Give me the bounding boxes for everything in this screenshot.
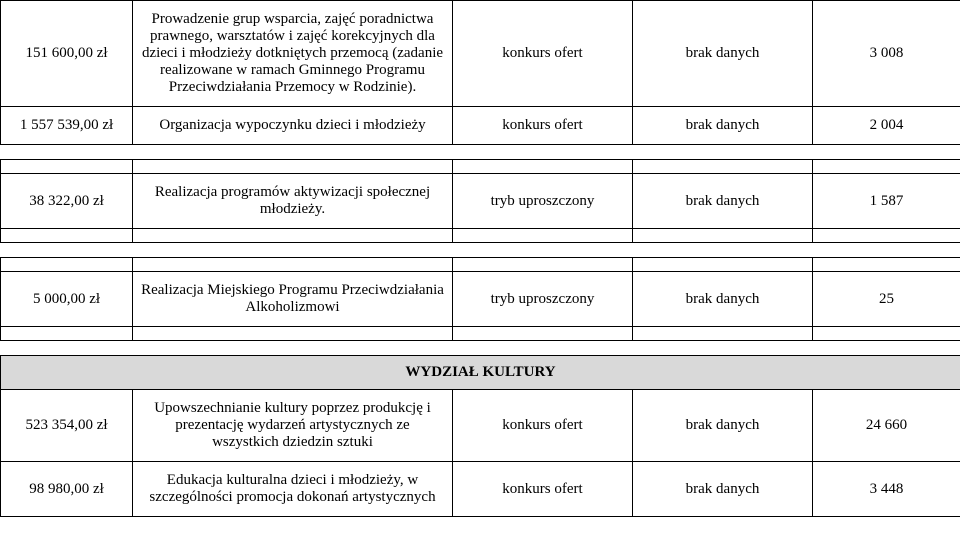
table-row: 38 322,00 zł Realizacja programów aktywi… bbox=[1, 174, 960, 229]
count-cell: 3 008 bbox=[813, 1, 960, 107]
count-cell: 1 587 bbox=[813, 174, 960, 229]
amount-cell: 5 000,00 zł bbox=[1, 272, 133, 327]
mode-cell: konkurs ofert bbox=[453, 1, 633, 107]
desc-cell: Upowszechnianie kultury poprzez produkcj… bbox=[133, 390, 453, 462]
section-header-row: WYDZIAŁ KULTURY bbox=[1, 356, 960, 390]
amount-cell: 523 354,00 zł bbox=[1, 390, 133, 462]
budget-table-block-3: 5 000,00 zł Realizacja Miejskiego Progra… bbox=[0, 257, 960, 341]
table-row: 5 000,00 zł Realizacja Miejskiego Progra… bbox=[1, 272, 960, 327]
count-cell: 25 bbox=[813, 272, 960, 327]
amount-cell: 38 322,00 zł bbox=[1, 174, 133, 229]
count-cell: 2 004 bbox=[813, 107, 960, 145]
amount-cell: 1 557 539,00 zł bbox=[1, 107, 133, 145]
budget-table-block-2: 38 322,00 zł Realizacja programów aktywi… bbox=[0, 159, 960, 243]
mode-cell: konkurs ofert bbox=[453, 107, 633, 145]
budget-table-block-1: 151 600,00 zł Prowadzenie grup wsparcia,… bbox=[0, 0, 960, 145]
status-cell: brak danych bbox=[633, 272, 813, 327]
status-cell: brak danych bbox=[633, 390, 813, 462]
status-cell: brak danych bbox=[633, 174, 813, 229]
desc-cell: Prowadzenie grup wsparcia, zajęć poradni… bbox=[133, 1, 453, 107]
status-cell: brak danych bbox=[633, 1, 813, 107]
table-row: 523 354,00 zł Upowszechnianie kultury po… bbox=[1, 390, 960, 462]
table-row: 98 980,00 zł Edukacja kulturalna dzieci … bbox=[1, 462, 960, 517]
budget-table-section-kultury: WYDZIAŁ KULTURY 523 354,00 zł Upowszechn… bbox=[0, 355, 960, 517]
desc-cell: Edukacja kulturalna dzieci i młodzieży, … bbox=[133, 462, 453, 517]
desc-cell: Realizacja programów aktywizacji społecz… bbox=[133, 174, 453, 229]
mode-cell: konkurs ofert bbox=[453, 390, 633, 462]
desc-cell: Organizacja wypoczynku dzieci i młodzież… bbox=[133, 107, 453, 145]
status-cell: brak danych bbox=[633, 462, 813, 517]
count-cell: 3 448 bbox=[813, 462, 960, 517]
mode-cell: tryb uproszczony bbox=[453, 174, 633, 229]
section-header: WYDZIAŁ KULTURY bbox=[1, 356, 960, 390]
desc-cell: Realizacja Miejskiego Programu Przeciwdz… bbox=[133, 272, 453, 327]
count-cell: 24 660 bbox=[813, 390, 960, 462]
mode-cell: konkurs ofert bbox=[453, 462, 633, 517]
amount-cell: 151 600,00 zł bbox=[1, 1, 133, 107]
status-cell: brak danych bbox=[633, 107, 813, 145]
table-row: 1 557 539,00 zł Organizacja wypoczynku d… bbox=[1, 107, 960, 145]
table-row: 151 600,00 zł Prowadzenie grup wsparcia,… bbox=[1, 1, 960, 107]
amount-cell: 98 980,00 zł bbox=[1, 462, 133, 517]
mode-cell: tryb uproszczony bbox=[453, 272, 633, 327]
